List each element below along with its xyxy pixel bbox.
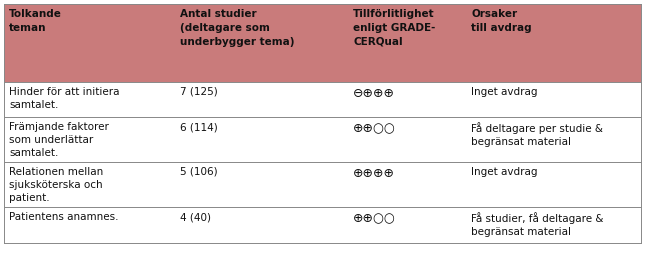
Text: Inget avdrag: Inget avdrag [471, 87, 537, 97]
Text: Tillförlitlighet
enligt GRADE-
CERQual: Tillförlitlighet enligt GRADE- CERQual [353, 9, 435, 47]
Text: Relationen mellan
sjuksköterska och
patient.: Relationen mellan sjuksköterska och pati… [9, 167, 103, 203]
Text: 5 (106): 5 (106) [180, 167, 217, 177]
Text: 7 (125): 7 (125) [180, 87, 218, 97]
FancyBboxPatch shape [4, 207, 641, 243]
Text: Inget avdrag: Inget avdrag [471, 167, 537, 177]
FancyBboxPatch shape [4, 162, 641, 207]
Text: ⊕⊕○○: ⊕⊕○○ [353, 212, 396, 225]
Text: Få studier, få deltagare &
begränsat material: Få studier, få deltagare & begränsat mat… [471, 212, 604, 237]
Text: 4 (40): 4 (40) [180, 212, 211, 222]
Text: ⊕⊕○○: ⊕⊕○○ [353, 122, 396, 135]
Text: Orsaker
till avdrag: Orsaker till avdrag [471, 9, 532, 33]
Text: Tolkande
teman: Tolkande teman [9, 9, 62, 33]
FancyBboxPatch shape [4, 117, 641, 162]
Text: Antal studier
(deltagare som
underbygger tema): Antal studier (deltagare som underbygger… [180, 9, 295, 47]
Text: Patientens anamnes.: Patientens anamnes. [9, 212, 119, 222]
Text: ⊕⊕⊕⊕: ⊕⊕⊕⊕ [353, 167, 395, 180]
Text: Främjande faktorer
som underlättar
samtalet.: Främjande faktorer som underlättar samta… [9, 122, 109, 158]
FancyBboxPatch shape [4, 82, 641, 117]
Text: ⊖⊕⊕⊕: ⊖⊕⊕⊕ [353, 87, 395, 100]
Text: 6 (114): 6 (114) [180, 122, 218, 132]
Text: Hinder för att initiera
samtalet.: Hinder för att initiera samtalet. [9, 87, 119, 110]
Text: Få deltagare per studie &
begränsat material: Få deltagare per studie & begränsat mate… [471, 122, 603, 147]
FancyBboxPatch shape [4, 4, 641, 82]
